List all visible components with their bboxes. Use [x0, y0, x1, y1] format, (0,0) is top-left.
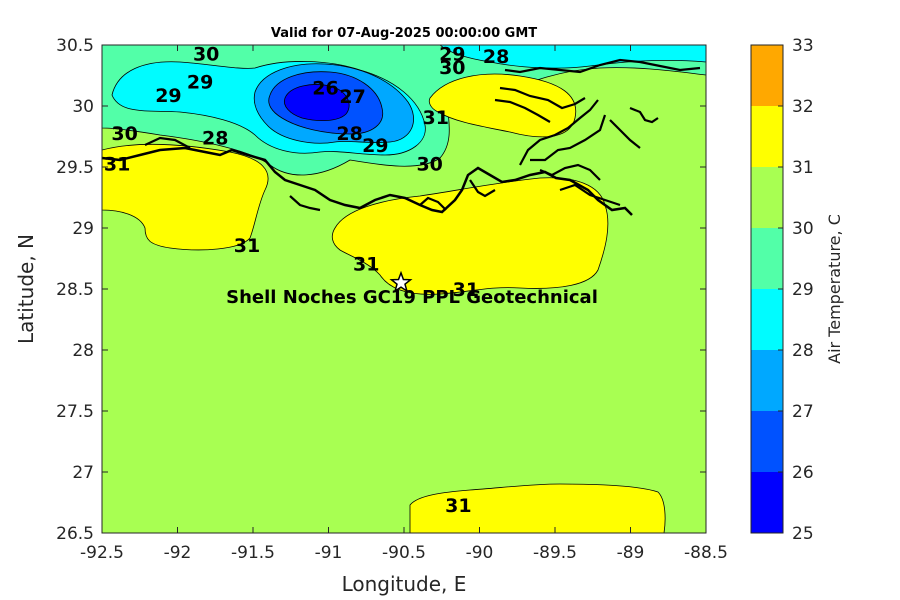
contour-label: 29: [187, 72, 213, 94]
contour-label: 31: [104, 153, 130, 175]
colorbar-tick-label: 29: [792, 280, 814, 300]
colorbar-swatch: [751, 228, 783, 289]
x-tick-label: -91.5: [231, 543, 275, 563]
colorbar-tick-label: 26: [792, 463, 814, 483]
x-tick-label: -92: [164, 543, 192, 563]
y-axis-label: Latitude, N: [14, 234, 38, 344]
contour-label: 26: [312, 78, 338, 100]
x-tick-label: -90.5: [382, 543, 426, 563]
y-axis: 30.5 30 29.5 29 28.5 28 27.5 27 26.5: [56, 36, 706, 544]
y-tick-label: 27: [72, 463, 94, 483]
colorbar-tick-label: 27: [792, 402, 814, 422]
site-label: Shell Noches GC19 PPL Geotechnical: [226, 287, 598, 308]
colorbar-swatch: [751, 289, 783, 350]
contour-label: 29: [362, 135, 388, 157]
y-tick-label: 30: [72, 97, 94, 117]
contour-label: 28: [202, 128, 228, 150]
colorbar-swatch: [751, 106, 783, 167]
field-band-31-32-west: [102, 143, 269, 251]
colorbar-tick-label: 25: [792, 524, 814, 544]
contour-label: 31: [234, 235, 260, 257]
contour-label: 29: [439, 44, 465, 66]
contour-label: 28: [483, 46, 509, 68]
site-marker: [389, 270, 413, 293]
field-band-31-32-south: [409, 483, 666, 533]
colorbar-swatch: [751, 350, 783, 411]
colorbar-swatch: [751, 45, 783, 106]
x-tick-label: -91: [315, 543, 343, 563]
field-band-25-26: [283, 84, 350, 122]
contour-label: 31: [453, 279, 479, 301]
contour-label: 27: [339, 86, 365, 108]
field-band-31-32-north: [428, 73, 577, 138]
star-icon: [389, 270, 413, 293]
contour-label: 28: [336, 123, 362, 145]
contour-label: 30: [439, 57, 465, 79]
x-axis: -92.5 -92 -91.5 -91 -90.5 -90 -89.5 -89 -88.5: [80, 45, 728, 563]
contour-label: 30: [416, 153, 442, 175]
y-tick-label: 27.5: [56, 402, 94, 422]
contour-label: 31: [445, 495, 471, 517]
colorbar-label: Air Temperature, C: [825, 214, 844, 364]
contour-label: 30: [111, 123, 137, 145]
colorbar-tick-label: 33: [792, 36, 814, 56]
map-title: Valid for 07-Aug-2025 00:00:00 GMT: [271, 26, 537, 41]
contour-label: 29: [155, 85, 181, 107]
x-tick-label: -89.5: [533, 543, 577, 563]
x-tick-label: -90: [466, 543, 494, 563]
contour-label: 30: [193, 44, 219, 66]
field-band-29-30-northeast: [439, 45, 706, 69]
colorbar-swatch: [751, 167, 783, 228]
x-axis-label: Longitude, E: [342, 572, 467, 596]
y-tick-label: 29.5: [56, 158, 94, 178]
y-tick-label: 29: [72, 219, 94, 239]
colorbar-tick-label: 32: [792, 97, 814, 117]
y-tick-label: 28.5: [56, 280, 94, 300]
contour-label: 31: [353, 253, 379, 275]
colorbar-tick-label: 30: [792, 219, 814, 239]
y-tick-label: 30.5: [56, 36, 94, 56]
colorbar-swatch: [751, 472, 783, 533]
contour-label: 31: [422, 107, 448, 129]
colorbar-swatch: [751, 411, 783, 472]
colorbar-tick-label: 28: [792, 341, 814, 361]
x-tick-label: -89: [617, 543, 645, 563]
y-tick-label: 26.5: [56, 524, 94, 544]
x-tick-label: -88.5: [684, 543, 728, 563]
colorbar: 33 32 31 30 29 28 27 26 25: [750, 36, 814, 544]
colorbar-tick-label: 31: [792, 158, 814, 178]
x-tick-label: -92.5: [80, 543, 124, 563]
y-tick-label: 28: [72, 341, 94, 361]
delta-coastline: [144, 58, 701, 212]
